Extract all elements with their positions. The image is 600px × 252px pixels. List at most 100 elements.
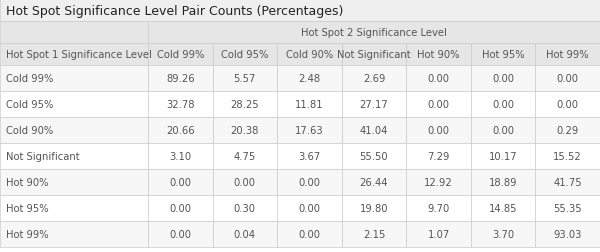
Text: 3.10: 3.10 (169, 151, 191, 161)
Text: 28.25: 28.25 (230, 100, 259, 110)
Text: 7.29: 7.29 (427, 151, 450, 161)
Bar (535, 44, 600, 66)
Bar (471, 117, 535, 143)
Text: 0.30: 0.30 (234, 203, 256, 213)
Bar (535, 169, 600, 195)
Bar (212, 117, 277, 143)
Bar (148, 221, 212, 247)
Bar (212, 66, 277, 92)
Text: Hot 99%: Hot 99% (6, 229, 49, 239)
Bar (406, 92, 471, 117)
Bar (0, 143, 148, 169)
Bar (212, 195, 277, 221)
Bar (342, 221, 406, 247)
Bar (406, 221, 471, 247)
Text: 12.92: 12.92 (424, 177, 453, 187)
Text: 0.04: 0.04 (234, 229, 256, 239)
Bar (277, 92, 342, 117)
Bar (342, 117, 406, 143)
Bar (342, 169, 406, 195)
Bar (342, 143, 406, 169)
Text: 2.48: 2.48 (298, 74, 320, 84)
Bar (0, 0, 600, 22)
Bar (148, 66, 212, 92)
Bar (148, 169, 212, 195)
Text: Hot 90%: Hot 90% (418, 50, 460, 60)
Bar (342, 92, 406, 117)
Text: 89.26: 89.26 (166, 74, 194, 84)
Bar (148, 92, 212, 117)
Bar (0, 195, 148, 221)
Bar (406, 44, 471, 66)
Bar (148, 117, 212, 143)
Bar (535, 66, 600, 92)
Text: Cold 95%: Cold 95% (221, 50, 269, 60)
Text: 3.67: 3.67 (298, 151, 320, 161)
Text: 0.00: 0.00 (492, 74, 514, 84)
Bar (148, 44, 212, 66)
Text: 0.00: 0.00 (298, 177, 320, 187)
Bar (471, 143, 535, 169)
Text: Hot Spot 2 Significance Level: Hot Spot 2 Significance Level (301, 28, 447, 38)
Text: Hot 90%: Hot 90% (6, 177, 49, 187)
Bar (277, 117, 342, 143)
Text: Hot 95%: Hot 95% (482, 50, 524, 60)
Bar (535, 143, 600, 169)
Bar (0, 221, 148, 247)
Text: Hot 99%: Hot 99% (547, 50, 589, 60)
Bar (0, 22, 148, 44)
Text: Hot Spot 1 Significance Level: Hot Spot 1 Significance Level (6, 50, 152, 60)
Bar (535, 92, 600, 117)
Text: 20.66: 20.66 (166, 125, 194, 136)
Bar (148, 143, 212, 169)
Text: Not Significant: Not Significant (337, 50, 411, 60)
Text: 41.75: 41.75 (553, 177, 582, 187)
Bar (406, 195, 471, 221)
Bar (406, 117, 471, 143)
Text: 9.70: 9.70 (427, 203, 449, 213)
Text: 18.89: 18.89 (489, 177, 517, 187)
Text: 0.00: 0.00 (557, 74, 579, 84)
Text: Cold 95%: Cold 95% (6, 100, 53, 110)
Bar (212, 143, 277, 169)
Text: 0.00: 0.00 (428, 125, 449, 136)
Text: 0.00: 0.00 (428, 100, 449, 110)
Bar (471, 44, 535, 66)
Text: 14.85: 14.85 (489, 203, 517, 213)
Text: 15.52: 15.52 (553, 151, 582, 161)
Bar (277, 169, 342, 195)
Text: Cold 90%: Cold 90% (6, 125, 53, 136)
Bar (342, 44, 406, 66)
Bar (277, 143, 342, 169)
Bar (406, 66, 471, 92)
Text: Cold 99%: Cold 99% (6, 74, 53, 84)
Text: Cold 90%: Cold 90% (286, 50, 333, 60)
Text: Hot Spot Significance Level Pair Counts (Percentages): Hot Spot Significance Level Pair Counts … (6, 5, 343, 17)
Text: 19.80: 19.80 (360, 203, 388, 213)
Text: 0.00: 0.00 (298, 229, 320, 239)
Text: 4.75: 4.75 (234, 151, 256, 161)
Text: 17.63: 17.63 (295, 125, 324, 136)
Text: 93.03: 93.03 (554, 229, 582, 239)
Text: 0.00: 0.00 (298, 203, 320, 213)
Bar (0, 92, 148, 117)
Bar (342, 195, 406, 221)
Bar (406, 143, 471, 169)
Text: 10.17: 10.17 (489, 151, 517, 161)
Text: 55.50: 55.50 (359, 151, 388, 161)
Text: 11.81: 11.81 (295, 100, 324, 110)
Text: 3.70: 3.70 (492, 229, 514, 239)
Bar (212, 92, 277, 117)
Bar (0, 169, 148, 195)
Text: 27.17: 27.17 (359, 100, 388, 110)
Text: 32.78: 32.78 (166, 100, 194, 110)
Bar (277, 44, 342, 66)
Text: 0.00: 0.00 (492, 125, 514, 136)
Text: 0.00: 0.00 (234, 177, 256, 187)
Text: 55.35: 55.35 (553, 203, 582, 213)
Text: 0.00: 0.00 (428, 74, 449, 84)
Bar (471, 92, 535, 117)
Text: 0.00: 0.00 (169, 203, 191, 213)
Bar (0, 44, 148, 66)
Text: 0.29: 0.29 (557, 125, 579, 136)
